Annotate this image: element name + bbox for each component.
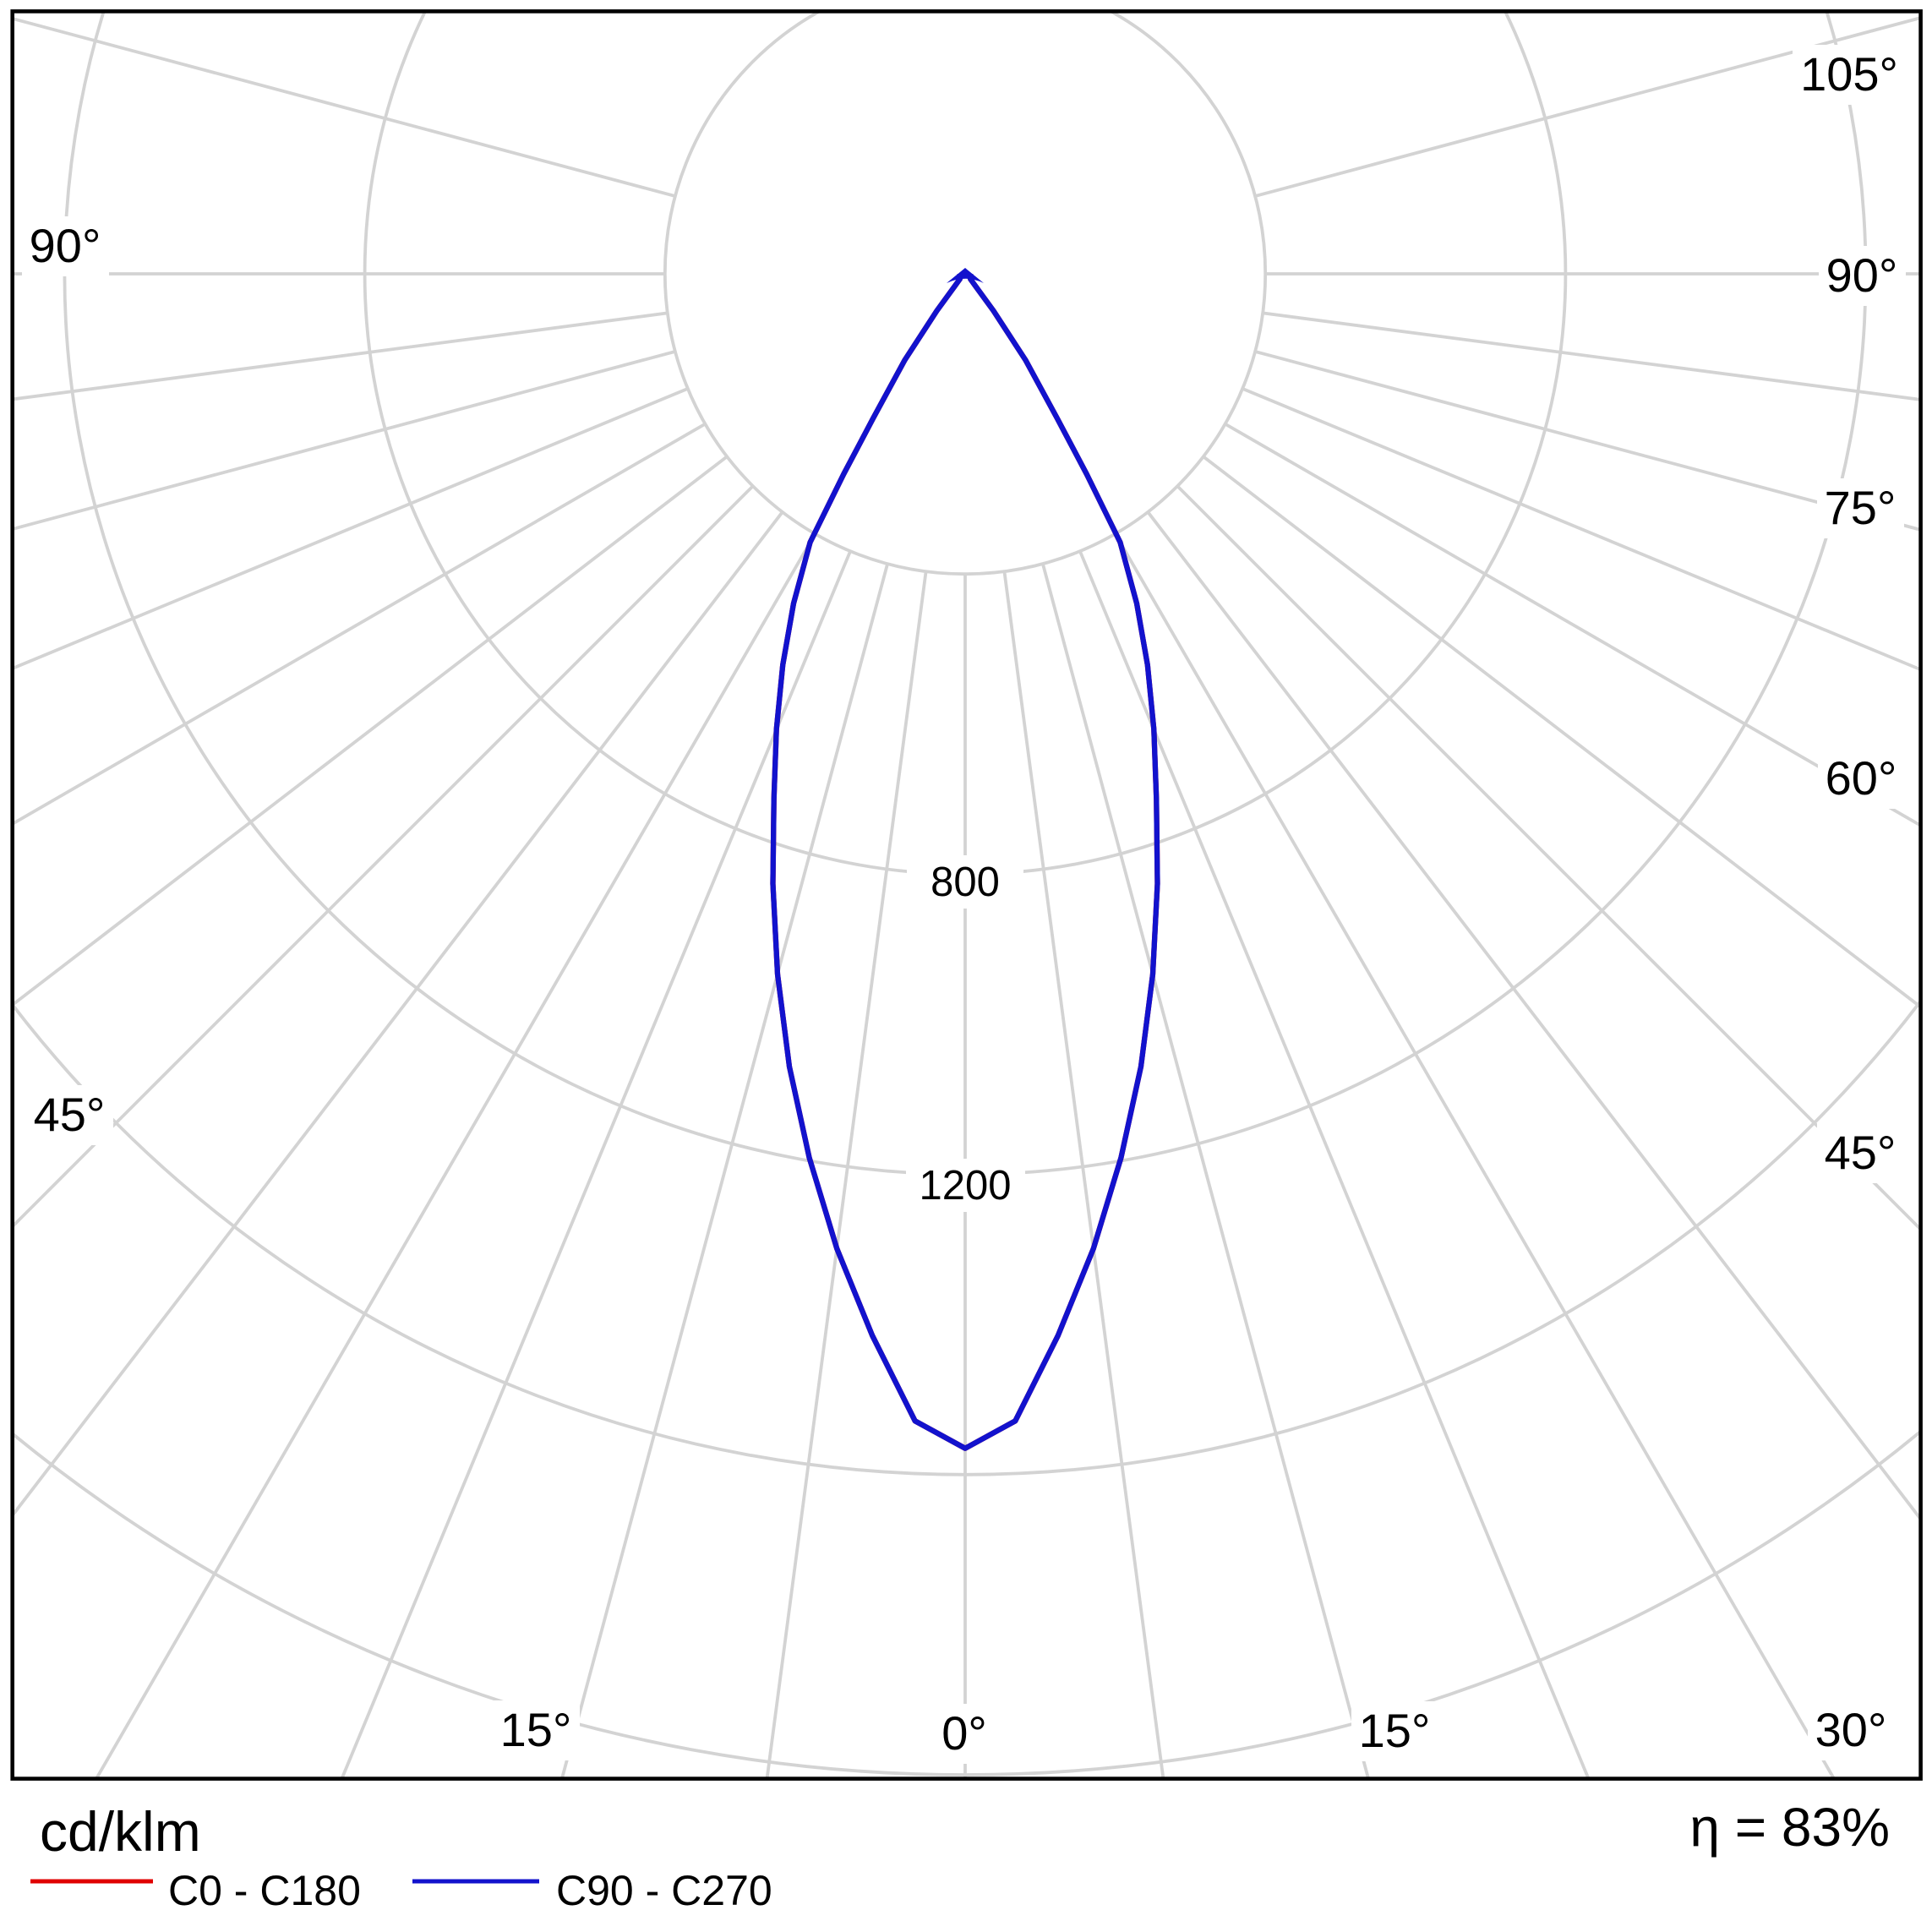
svg-text:105°: 105° [1800, 47, 1898, 101]
svg-text:15°: 15° [500, 1703, 572, 1756]
svg-text:1200: 1200 [919, 1163, 1011, 1209]
svg-text:60°: 60° [1826, 751, 1897, 805]
svg-text:C0 - C180: C0 - C180 [168, 1867, 361, 1914]
svg-text:90°: 90° [30, 219, 101, 272]
svg-text:45°: 45° [34, 1088, 106, 1141]
svg-text:90°: 90° [1826, 248, 1898, 302]
svg-text:15°: 15° [1359, 1704, 1431, 1757]
svg-text:0°: 0° [941, 1706, 987, 1760]
svg-text:30°: 30° [1815, 1703, 1887, 1756]
svg-text:45°: 45° [1825, 1126, 1897, 1179]
svg-text:cd/klm: cd/klm [40, 1800, 201, 1863]
svg-text:75°: 75° [1825, 481, 1897, 534]
svg-text:C90 - C270: C90 - C270 [556, 1867, 772, 1914]
svg-text:800: 800 [931, 860, 1000, 905]
svg-text:η = 83%: η = 83% [1689, 1797, 1890, 1858]
